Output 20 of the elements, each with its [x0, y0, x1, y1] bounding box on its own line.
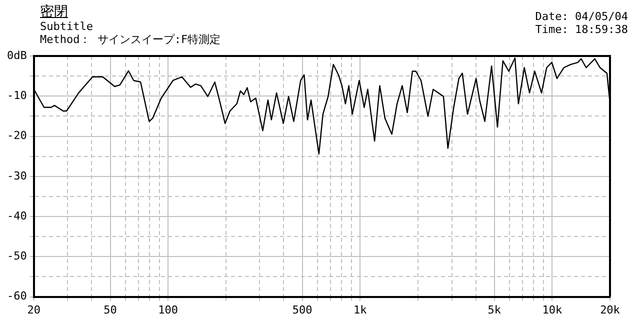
- y-tick-label: -20: [6, 129, 27, 142]
- x-tick-label: 5k: [488, 303, 502, 316]
- y-tick-label: -10: [6, 88, 27, 102]
- x-tick-label: 20: [27, 303, 40, 316]
- text: Time: 18:59:38: [535, 23, 628, 36]
- x-tick-label: 500: [292, 303, 312, 316]
- x-tick-label: 100: [158, 303, 178, 316]
- y-tick-label: -50: [6, 250, 27, 263]
- y-tick-label: -60: [6, 290, 27, 303]
- x-tick-label: 10k: [542, 303, 562, 316]
- chart-subtitle: Subtitle: [40, 20, 94, 33]
- y-tick-label: -40: [6, 209, 27, 222]
- text: Date: 04/05/04: [535, 10, 628, 23]
- x-tick-label: 1k: [354, 303, 368, 316]
- y-tick-label: -30: [6, 169, 27, 182]
- x-tick-label: 20k: [600, 303, 620, 316]
- chart-title: 密閉: [40, 4, 69, 20]
- x-tick-label: 50: [104, 303, 117, 316]
- y-tick-label: 0dB: [6, 48, 28, 62]
- text: Method： サインスイープ:F特測定: [40, 33, 221, 46]
